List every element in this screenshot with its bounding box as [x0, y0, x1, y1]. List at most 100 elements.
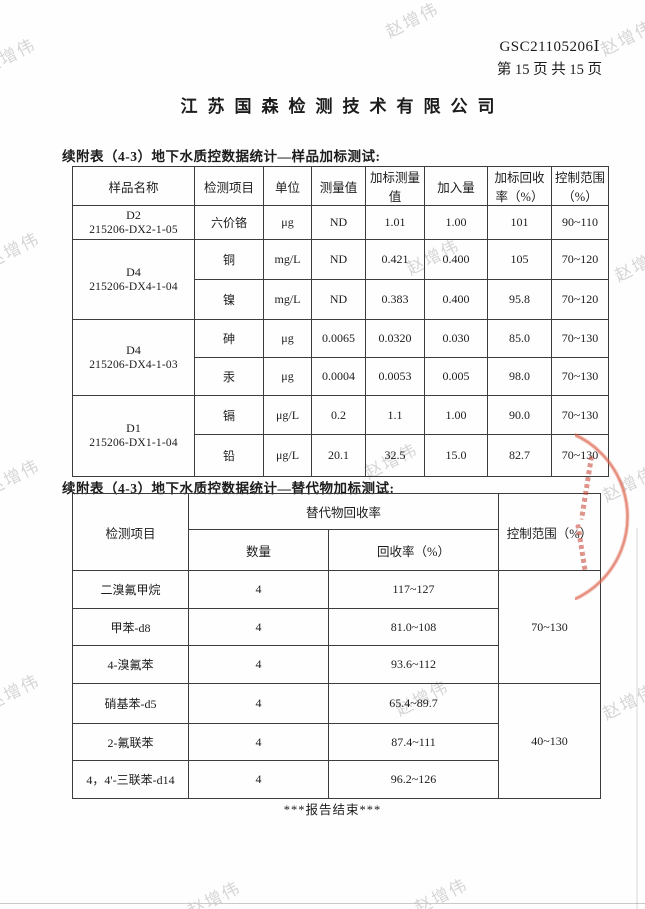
section2-title: 续附表（4-3）地下水质控数据统计—替代物加标测试: — [62, 481, 395, 496]
cell-control-range: 70~130 — [551, 319, 609, 358]
cell-recovery-rate: 96.2~126 — [327, 760, 500, 799]
cell-spiked-measured: 1.1 — [365, 395, 425, 435]
cell-recovery-rate: 81.0~108 — [327, 608, 500, 646]
cell-added: 0.005 — [424, 357, 488, 396]
cell-control-range: 70~120 — [551, 279, 609, 320]
watermark-text: 赵增伟 — [611, 242, 645, 286]
table-header-row: 数量 回收率（%） — [73, 529, 601, 571]
cell-control-range: 70~130 — [551, 357, 609, 396]
cell-control-range: 70~130 — [498, 570, 602, 684]
cell-spiked-measured: 0.383 — [365, 279, 425, 320]
cell-unit: μg/L — [263, 395, 312, 435]
cell-test-item: 六价铬 — [194, 205, 264, 240]
table-row: 镍 mg/L ND 0.383 0.400 95.8 70~120 — [73, 279, 609, 320]
cell-recovery-rate: 93.6~112 — [327, 645, 500, 684]
col-header-control-range: 控制范围（%） — [551, 166, 609, 206]
sample-name: D2 — [126, 207, 141, 222]
col-header-added: 加入量 — [424, 166, 488, 206]
cell-recovery-rate: 87.4~111 — [327, 723, 500, 761]
cell-measured: ND — [311, 239, 366, 280]
col-header-test-item: 检测项目 — [194, 166, 264, 206]
sample-name: D4 — [126, 342, 141, 357]
col-header-measured: 测量值 — [311, 166, 366, 206]
watermark-text: 赵增伟 — [0, 670, 44, 714]
scan-edge-streak — [636, 528, 638, 909]
col-header-unit: 单位 — [263, 166, 312, 206]
cell-recovery: 101 — [487, 205, 552, 240]
cell-control-range: 90~110 — [551, 205, 609, 240]
cell-count: 4 — [188, 570, 329, 609]
cell-test-item: 铅 — [194, 434, 264, 477]
cell-spiked-measured: 32.5 — [365, 434, 425, 477]
cell-added: 0.400 — [424, 279, 488, 320]
cell-control-range: 70~130 — [551, 434, 609, 477]
cell-test-item: 4，4'-三联苯-d14 — [72, 760, 189, 799]
cell-added: 1.00 — [424, 395, 488, 435]
cell-count: 4 — [188, 723, 329, 761]
cell-recovery: 105 — [487, 239, 552, 280]
table-row: D4 215206-DX4-1-04 铜 mg/L ND 0.421 0.400… — [72, 239, 609, 320]
table-row: 二溴氟甲烷 4 117~127 70~130 — [72, 570, 602, 684]
cell-control-range: 40~130 — [498, 683, 602, 799]
watermark-text: 赵增伟 — [0, 455, 44, 499]
cell-unit: μg/L — [263, 434, 312, 477]
cell-control-range: 70~120 — [551, 239, 609, 280]
cell-recovery: 95.8 — [487, 279, 552, 320]
table-row: D4 215206-DX4-1-03 砷 μg 0.0065 0.0320 0.… — [72, 319, 609, 396]
cell-count: 4 — [188, 645, 329, 684]
surrogate-spike-test-table: 检测项目 替代物回收率 控制范围（%） 数量 回收率（%） 二溴氟甲烷 4 11… — [72, 493, 602, 799]
cell-unit: mg/L — [263, 239, 312, 280]
table-row: D2 215206-DX2-1-05 六价铬 μg ND 1.01 1.00 1… — [72, 205, 609, 240]
section1-title: 续附表（4-3）地下水质控数据统计—样品加标测试: — [62, 149, 381, 164]
cell-test-item: 甲苯-d8 — [72, 608, 189, 646]
col-header-recovery-rate: 回收率（%） — [327, 529, 500, 571]
cell-unit: μg — [263, 357, 312, 396]
watermark-text: 赵增伟 — [0, 228, 44, 272]
cell-spiked-measured: 0.0320 — [365, 319, 425, 358]
cell-spiked-measured: 0.0053 — [365, 357, 425, 396]
table-row: 硝基苯-d5 4 65.4~89.7 40~130 — [72, 683, 602, 799]
cell-measured: 0.2 — [311, 395, 366, 435]
cell-recovery-rate: 65.4~89.7 — [327, 683, 500, 724]
cell-added: 1.00 — [424, 205, 488, 240]
col-header-recovery: 加标回收率（%） — [487, 166, 552, 206]
cell-test-item: 铜 — [194, 239, 264, 280]
cell-recovery: 85.0 — [487, 319, 552, 358]
page-edge-line — [0, 903, 645, 904]
table-header-row: 样品名称 检测项目 单位 测量值 加标测量值 加入量 加标回收率（%） 控制范围… — [72, 166, 609, 206]
cell-test-item: 4-溴氟苯 — [72, 645, 189, 684]
cell-unit: μg — [263, 205, 312, 240]
sample-spike-test-table: 样品名称 检测项目 单位 测量值 加标测量值 加入量 加标回收率（%） 控制范围… — [72, 166, 609, 477]
table-row: 汞 μg 0.0004 0.0053 0.005 98.0 70~130 — [73, 357, 609, 396]
sample-cell: D2 215206-DX2-1-05 — [72, 205, 195, 240]
cell-recovery-rate: 117~127 — [327, 570, 500, 609]
cell-count: 4 — [188, 608, 329, 646]
col-header-count: 数量 — [188, 529, 329, 571]
table-row: D1 215206-DX1-1-04 镉 μg/L 0.2 1.1 1.00 9… — [72, 395, 609, 477]
cell-test-item: 二溴氟甲烷 — [72, 570, 189, 609]
cell-added: 0.030 — [424, 319, 488, 358]
sample-cell: D4 215206-DX4-1-03 — [72, 319, 195, 396]
col-header-control-range: 控制范围（%） — [498, 493, 602, 571]
cell-test-item: 砷 — [194, 319, 264, 358]
watermark-text: 赵增伟 — [597, 16, 645, 60]
sample-name: D4 — [126, 264, 141, 279]
cell-measured: ND — [311, 205, 366, 240]
cell-added: 0.400 — [424, 239, 488, 280]
cell-unit: mg/L — [263, 279, 312, 320]
sample-name: D1 — [126, 421, 141, 435]
cell-measured: 0.0065 — [311, 319, 366, 358]
cell-test-item: 镍 — [194, 279, 264, 320]
cell-test-item: 汞 — [194, 357, 264, 396]
cell-measured: ND — [311, 279, 366, 320]
cell-unit: μg — [263, 319, 312, 358]
report-end-text: ***报告结束*** — [283, 803, 382, 817]
table-row: 2-氟联苯 4 87.4~111 — [72, 723, 601, 761]
cell-recovery: 90.0 — [487, 395, 552, 435]
sample-code: 215206-DX4-1-03 — [89, 358, 178, 371]
sample-cell: D1 215206-DX1-1-04 — [72, 395, 195, 477]
cell-test-item: 2-氟联苯 — [72, 723, 189, 761]
cell-count: 4 — [188, 760, 329, 799]
table-header-row: 检测项目 替代物回收率 控制范围（%） — [72, 493, 602, 571]
